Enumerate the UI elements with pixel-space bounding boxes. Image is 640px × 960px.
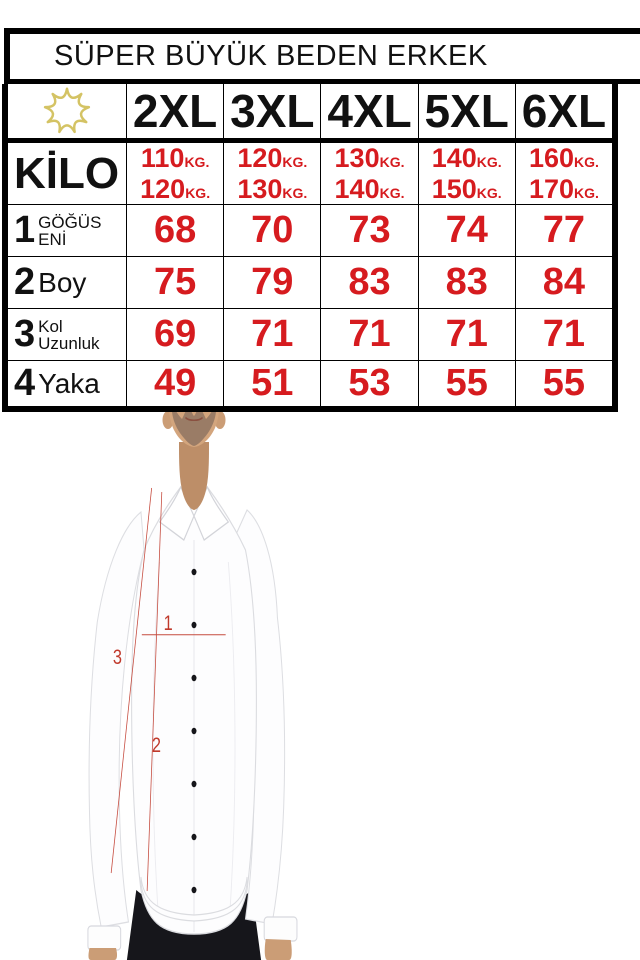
svg-text:2: 2 (152, 733, 161, 756)
svg-text:3: 3 (113, 645, 122, 668)
svg-text:1: 1 (164, 611, 173, 634)
